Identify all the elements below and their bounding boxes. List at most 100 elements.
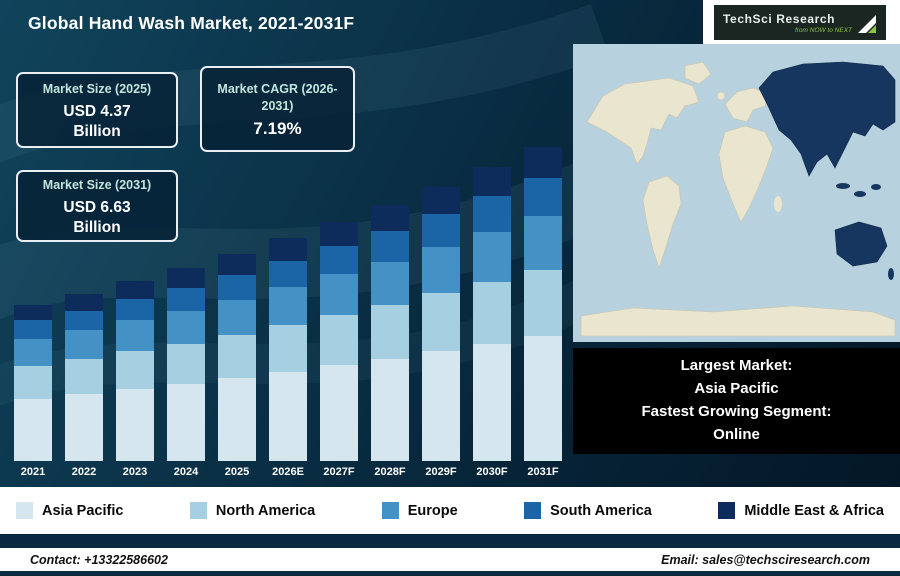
bar-segment — [422, 214, 460, 247]
stacked-bar — [167, 268, 205, 461]
logo-tagline-text: from NOW to NEXT — [794, 26, 852, 34]
bar-segment — [167, 268, 205, 288]
x-axis-label: 2024 — [173, 466, 199, 478]
bar-segment — [65, 310, 103, 331]
bar-column-2027F: 2027F — [318, 222, 360, 478]
world-map-svg — [573, 44, 900, 342]
bar-segment — [65, 293, 103, 311]
bar-segment — [14, 304, 52, 321]
techsci-logo: TechSci Research from NOW to NEXT — [714, 5, 886, 40]
bar-segment — [14, 320, 52, 340]
legend-swatch — [718, 502, 736, 519]
market-cagr-box: Market CAGR (2026-2031) 7.19% — [200, 66, 355, 152]
bar-segment — [524, 269, 562, 336]
chart-legend: Asia Pacific North America Europe South Ame… — [0, 487, 900, 534]
bar-column-2023: 2023 — [114, 281, 156, 478]
bar-segment — [371, 261, 409, 306]
bar-segment — [269, 325, 307, 372]
bar-column-2031F: 2031F — [522, 147, 564, 478]
footer: Contact: +13322586602 Email: sales@techs… — [0, 548, 900, 571]
legend-swatch — [189, 502, 207, 519]
bar-segment — [320, 222, 358, 247]
x-axis-label: 2027F — [323, 466, 355, 478]
legend-swatch — [16, 502, 33, 519]
bar-segment — [218, 334, 256, 379]
legend-label: South America — [550, 502, 652, 519]
logo-brand-text: TechSci Research — [723, 11, 836, 26]
market-size-2025-unit: Billion — [73, 122, 121, 140]
bar-segment — [320, 315, 358, 366]
x-axis-label: 2023 — [122, 466, 148, 478]
legend-label: Europe — [407, 502, 458, 519]
bar-segment — [14, 339, 52, 366]
logo-strip: TechSci Research from NOW to NEXT — [703, 0, 900, 44]
stacked-bar — [65, 293, 103, 461]
market-cagr-value: 7.19% — [253, 118, 302, 138]
bar-column-2025: 2025 — [216, 254, 258, 478]
legend-swatch — [381, 502, 399, 519]
page-title: Global Hand Wash Market, 2021-2031F — [28, 13, 355, 33]
legend-swatch — [524, 502, 542, 519]
bar-segment — [65, 330, 103, 359]
stacked-bar — [320, 222, 358, 461]
bar-segment — [218, 274, 256, 300]
bar-column-2028F: 2028F — [369, 205, 411, 478]
bar-segment — [524, 178, 562, 217]
bar-segment — [65, 358, 103, 394]
bar-segment — [524, 147, 562, 179]
bar-segment — [473, 231, 511, 283]
stacked-bar — [269, 238, 307, 461]
legend-item: Europe — [381, 502, 458, 519]
bar-segment — [116, 389, 154, 461]
stacked-bar — [422, 186, 460, 461]
stacked-bar — [116, 281, 154, 461]
bar-segment — [422, 186, 460, 215]
bar-segment — [473, 282, 511, 344]
stacked-bar — [473, 166, 511, 461]
market-size-2025-title: Market Size (2025) — [42, 82, 152, 97]
legend-label: Middle East & Africa — [744, 502, 884, 519]
logo-arrow-icon — [858, 14, 876, 33]
stacked-bar-chart: 2021 2022 2023 2024 2025 2026E 2027F 2028F 2029F… — [12, 122, 564, 478]
stacked-bar — [371, 205, 409, 461]
market-size-2025-box: Market Size (2025) USD 4.37 Billion — [16, 72, 178, 148]
bar-segment — [320, 274, 358, 316]
bar-segment — [116, 320, 154, 352]
bar-segment — [371, 230, 409, 262]
bar-segment — [422, 351, 460, 461]
bar-segment — [422, 293, 460, 352]
footer-contact: Contact: +13322586602 — [30, 552, 168, 567]
legend-item: North America — [189, 502, 315, 519]
market-size-2031-box: Market Size (2031) USD 6.63 Billion — [16, 170, 178, 242]
bar-segment — [218, 299, 256, 335]
bar-segment — [167, 310, 205, 344]
callout-line-3: Fastest Growing Segment: — [641, 403, 832, 420]
bar-segment — [269, 238, 307, 261]
bar-segment — [116, 298, 154, 321]
bar-segment — [473, 343, 511, 461]
x-axis-label: 2026E — [272, 466, 304, 478]
bar-segment — [14, 398, 52, 461]
bar-column-2029F: 2029F — [420, 186, 462, 478]
bar-segment — [371, 205, 409, 231]
x-axis-label: 2021 — [20, 466, 46, 478]
bar-column-2024: 2024 — [165, 268, 207, 478]
x-axis-label: 2025 — [224, 466, 250, 478]
bar-segment — [167, 343, 205, 384]
bar-segment — [473, 166, 511, 197]
bar-segment — [371, 358, 409, 461]
bar-segment — [218, 254, 256, 275]
bar-column-2021: 2021 — [12, 304, 54, 478]
bar-segment — [269, 287, 307, 326]
bottom-bar — [0, 571, 900, 576]
market-size-2031-unit: Billion — [73, 218, 121, 236]
callout-line-4: Online — [713, 425, 760, 443]
bar-segment — [218, 378, 256, 461]
bar-column-2030F: 2030F — [471, 166, 513, 478]
bar-segment — [320, 365, 358, 461]
stacked-bar — [14, 304, 52, 461]
bar-column-2022: 2022 — [63, 293, 105, 478]
market-size-2031-title: Market Size (2031) — [42, 178, 152, 193]
bar-column-2026E: 2026E — [267, 238, 309, 478]
